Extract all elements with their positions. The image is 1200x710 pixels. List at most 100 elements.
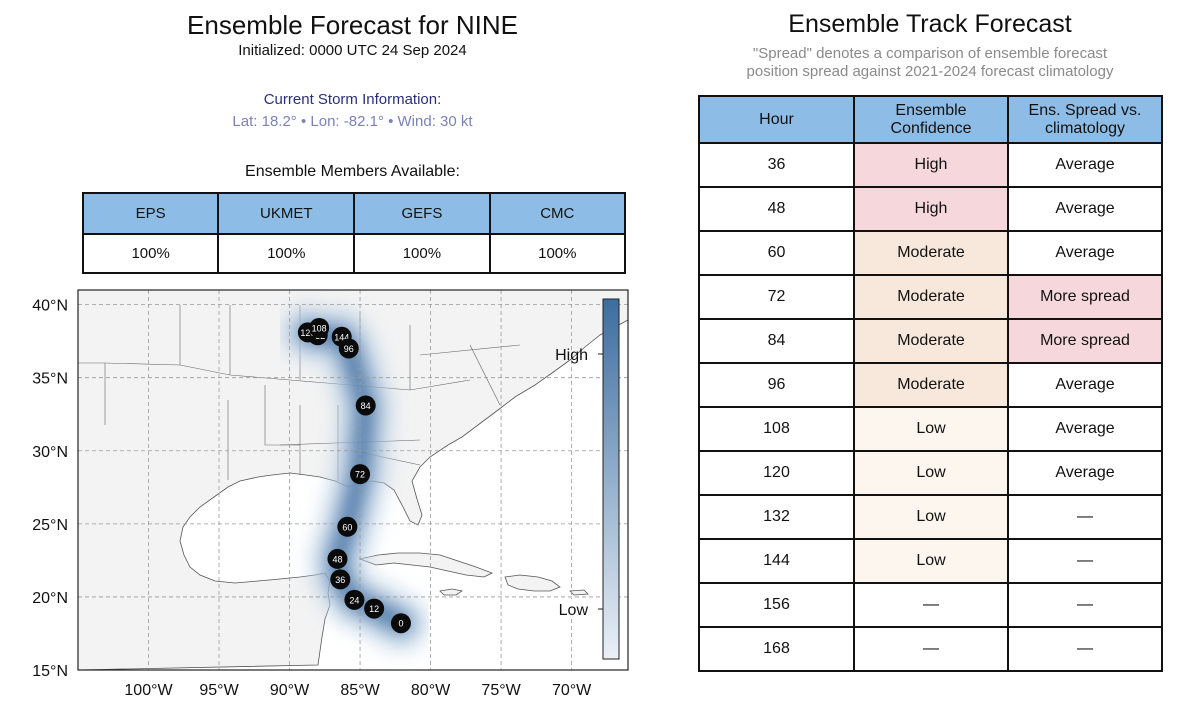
spread-cell: Average <box>1007 186 1163 232</box>
forecast-point-marker <box>309 318 330 338</box>
table-row: 48 High Average <box>698 186 1163 232</box>
member-value: 100% <box>217 233 356 274</box>
header-confidence-line1: Ensemble <box>895 101 967 119</box>
storm-info-heading: Current Storm Information: <box>263 91 442 108</box>
forecast-point-label: 144 <box>334 332 349 342</box>
confidence-cell: Moderate <box>853 362 1009 408</box>
subtitle-line-1: "Spread" denotes a comparison of ensembl… <box>752 45 1108 62</box>
forecast-point: 48 <box>327 548 348 569</box>
x-tick-label: 100°W <box>124 682 173 699</box>
table-row: 60 Moderate Average <box>698 230 1163 276</box>
forecast-point-label: 12 <box>369 604 379 614</box>
spread-cell: More spread <box>1007 274 1163 320</box>
forecast-point: 96 <box>338 338 359 359</box>
track-forecast-table: Hour Ensemble Confidence Ens. Spread vs.… <box>698 95 1163 672</box>
hour-cell: 120 <box>698 450 855 496</box>
member-value: 100% <box>81 233 220 274</box>
forecast-point: 24 <box>344 589 365 610</box>
member-value: 100% <box>488 233 627 274</box>
member-name: UKMET <box>217 192 356 235</box>
left-panel-title: Ensemble Forecast for NINE <box>187 10 518 40</box>
forecast-point-label: 36 <box>335 575 345 585</box>
x-tick-label: 70°W <box>552 682 592 699</box>
hour-cell: 108 <box>698 406 855 452</box>
members-header-row: EPS UKMET GEFS CMC <box>81 192 627 235</box>
members-table: EPS UKMET GEFS CMC 100% 100% 100% 100% <box>81 192 627 274</box>
table-row: 36 High Average <box>698 142 1163 188</box>
member-name: GEFS <box>353 192 491 235</box>
hour-cell: 156 <box>698 582 855 628</box>
forecast-point: 60 <box>337 516 358 537</box>
hour-cell: 84 <box>698 318 855 364</box>
forecast-point: 12 <box>364 598 385 619</box>
confidence-cell: Moderate <box>853 274 1009 320</box>
member-value: 100% <box>353 233 491 274</box>
members-value-row: 100% 100% 100% 100% <box>81 233 627 274</box>
y-tick-label: 40°N <box>32 298 68 315</box>
colorbar-low-bg <box>552 599 592 619</box>
table-row: 96 Moderate Average <box>698 362 1163 408</box>
spread-cell: — <box>1007 582 1163 628</box>
spread-cell: — <box>1007 494 1163 540</box>
forecast-point-label: 60 <box>342 522 352 532</box>
hour-cell: 48 <box>698 186 855 232</box>
forecast-point-label: 108 <box>312 324 327 334</box>
hour-cell: 96 <box>698 362 855 408</box>
axis-ticks: 100°W 95°W 90°W 85°W 80°W 75°W 70°W 15°N 20°N 25°… <box>32 298 592 699</box>
confidence-cell: — <box>853 626 1009 672</box>
header-hour: Hour <box>698 95 855 144</box>
forecast-point: 84 <box>355 395 376 416</box>
colorbar <box>602 298 620 660</box>
spread-cell: Average <box>1007 450 1163 496</box>
table-row: 168— — <box>698 626 1163 672</box>
confidence-cell: Low <box>853 450 1009 496</box>
initialized-time: Initialized: 0000 UTC 24 Sep 2024 <box>238 42 467 59</box>
forecast-point-marker <box>337 516 358 537</box>
forecast-point: 0 <box>390 613 411 634</box>
subtitle-line-2: position spread against 2021-2024 foreca… <box>746 63 1114 80</box>
hour-cell: 144 <box>698 538 855 584</box>
table-row: 72 Moderate More spread <box>698 274 1163 320</box>
state-borders <box>78 305 521 481</box>
land-cuba <box>358 552 493 578</box>
storm-info-values: Lat: 18.2° • Lon: -82.1° • Wind: 30 kt <box>232 113 473 130</box>
header-spread: Ens. Spread vs. climatology <box>1007 95 1163 144</box>
forecast-point-label: 72 <box>355 470 365 480</box>
y-tick-label: 25°N <box>32 517 68 534</box>
forecast-point-marker <box>338 338 359 359</box>
colorbar-low-label: Low <box>559 602 589 619</box>
hour-cell: 168 <box>698 626 855 672</box>
forecast-point-marker <box>344 589 365 610</box>
x-tick-label: 90°W <box>270 682 310 699</box>
hour-cell: 132 <box>698 494 855 540</box>
forecast-point-marker <box>350 464 371 485</box>
x-tick-label: 80°W <box>411 682 451 699</box>
forecast-point-marker <box>327 548 348 569</box>
track-header-row: Hour Ensemble Confidence Ens. Spread vs.… <box>698 95 1163 144</box>
forecast-point-marker <box>355 395 376 416</box>
members-heading: Ensemble Members Available: <box>245 163 460 180</box>
confidence-cell: Low <box>853 538 1009 584</box>
table-row: 132 Low — <box>698 494 1163 540</box>
right-panel-title: Ensemble Track Forecast <box>788 10 1072 38</box>
table-row: 120 Low Average <box>698 450 1163 496</box>
forecast-point-label: 84 <box>361 401 371 411</box>
map-frame <box>77 289 629 671</box>
table-row: 108 Low Average <box>698 406 1163 452</box>
x-tick-label: 75°W <box>481 682 521 699</box>
forecast-point-label: 0 <box>398 619 403 629</box>
x-tick-label: 95°W <box>199 682 239 699</box>
forecast-point-label: 120 <box>300 328 315 338</box>
forecast-points: 14413212010896847260483624120 <box>297 318 411 634</box>
track-table-body: 36 High Average 48 High Average 60 Moderate Aver… <box>698 142 1163 672</box>
spread-cell: Average <box>1007 362 1163 408</box>
header-spread-line2: climatology <box>1044 119 1126 137</box>
forecast-point: 72 <box>350 464 371 485</box>
spread-cell: Average <box>1007 406 1163 452</box>
confidence-cell: — <box>853 582 1009 628</box>
confidence-cell: High <box>853 186 1009 232</box>
forecast-point-marker <box>330 569 351 590</box>
y-tick-label: 20°N <box>32 590 68 607</box>
x-tick-label: 85°W <box>340 682 380 699</box>
confidence-cell: High <box>853 142 1009 188</box>
